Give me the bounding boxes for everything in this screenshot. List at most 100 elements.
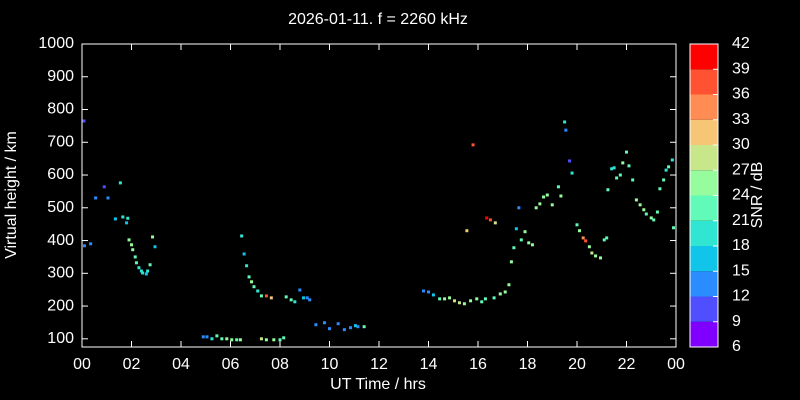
data-point <box>264 294 268 298</box>
data-point <box>658 187 662 191</box>
data-point <box>308 298 312 302</box>
x-tick-label: 00 <box>73 356 91 373</box>
data-point <box>353 324 357 328</box>
data-point <box>514 227 518 231</box>
data-point <box>314 323 318 327</box>
y-tick-label: 500 <box>47 199 74 216</box>
data-point <box>230 338 234 342</box>
data-point <box>137 266 141 270</box>
data-point <box>642 208 646 212</box>
data-point <box>469 299 473 303</box>
data-point <box>512 246 516 250</box>
data-point <box>492 296 496 300</box>
data-point <box>82 119 86 123</box>
data-point <box>517 206 521 210</box>
colorbar-tick-label: 21 <box>732 212 750 229</box>
data-point <box>336 322 340 326</box>
y-tick-label: 200 <box>47 297 74 314</box>
data-point <box>225 337 229 341</box>
data-point <box>278 338 282 342</box>
data-point <box>452 299 456 303</box>
data-point <box>538 202 542 206</box>
data-point <box>662 178 666 182</box>
colorbar-tick-label: 30 <box>732 136 750 153</box>
data-point <box>205 335 209 339</box>
x-tick-label: 20 <box>568 356 586 373</box>
data-point <box>462 302 466 306</box>
colorbar-segment <box>690 321 718 347</box>
data-point <box>542 195 546 199</box>
colorbar-label: SNR / dB <box>749 162 766 229</box>
data-point <box>605 236 609 240</box>
data-point <box>215 334 219 338</box>
data-point <box>148 263 152 267</box>
data-point <box>575 223 579 227</box>
data-point <box>422 289 426 293</box>
data-point <box>612 166 616 170</box>
x-tick-label: 06 <box>222 356 240 373</box>
data-point <box>106 196 110 200</box>
data-point <box>259 294 263 298</box>
data-point <box>153 245 157 249</box>
data-point <box>427 290 430 294</box>
data-point <box>493 221 497 225</box>
x-tick-label: 04 <box>172 356 190 373</box>
data-point <box>498 292 502 296</box>
data-point <box>631 178 635 182</box>
colorbar-segment <box>690 44 718 70</box>
data-point <box>302 296 306 300</box>
x-tick-label: 22 <box>618 356 636 373</box>
colorbar-tick-label: 12 <box>732 288 750 305</box>
data-point <box>615 176 619 180</box>
data-point <box>564 128 568 132</box>
data-point <box>503 290 507 294</box>
y-tick-label: 400 <box>47 232 74 249</box>
x-tick-label: 14 <box>420 356 438 373</box>
data-point <box>443 297 447 301</box>
x-tick-label: 02 <box>123 356 141 373</box>
y-tick-label: 100 <box>47 330 74 347</box>
data-point <box>438 297 442 301</box>
data-point <box>349 326 353 330</box>
data-point <box>235 338 239 342</box>
y-tick-label: 700 <box>47 133 74 150</box>
data-point <box>556 185 560 189</box>
x-tick-label: 12 <box>370 356 388 373</box>
data-point <box>448 296 452 300</box>
data-point <box>523 230 527 234</box>
data-point <box>284 295 288 299</box>
data-point <box>618 173 622 177</box>
data-point <box>485 216 489 220</box>
data-point <box>655 210 659 214</box>
data-point <box>527 241 531 245</box>
data-point <box>328 327 331 331</box>
data-point <box>252 285 256 289</box>
y-tick-label: 1000 <box>38 35 74 52</box>
colorbar-tick-label: 6 <box>732 338 741 355</box>
colorbar-segment <box>690 170 718 196</box>
data-point <box>130 243 133 247</box>
x-axis-label: UT Time / hrs <box>330 376 426 393</box>
colorbar-tick-label: 24 <box>732 187 750 204</box>
data-point <box>121 215 125 219</box>
data-point <box>245 264 249 268</box>
data-point <box>139 269 143 273</box>
data-point <box>559 194 563 198</box>
data-point <box>256 289 260 293</box>
data-point <box>298 288 302 292</box>
colorbar-tick-label: 36 <box>732 86 750 103</box>
data-point <box>509 260 513 264</box>
data-point <box>144 272 148 276</box>
data-point <box>342 328 346 332</box>
y-tick-label: 900 <box>47 68 74 85</box>
data-point <box>269 296 273 300</box>
data-point <box>151 235 155 239</box>
data-point <box>113 217 117 221</box>
data-point <box>638 203 642 207</box>
colorbar-tick-label: 18 <box>732 237 750 254</box>
data-point <box>627 164 631 168</box>
data-point <box>483 297 487 301</box>
data-point <box>259 337 263 341</box>
data-point <box>475 297 479 301</box>
